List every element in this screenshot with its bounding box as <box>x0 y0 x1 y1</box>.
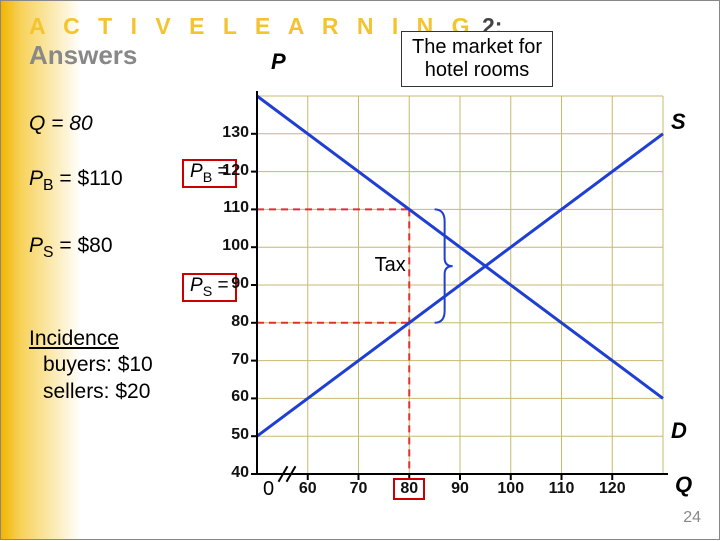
y-tick: 120 <box>217 162 249 180</box>
slide-root: A C T I V E L E A R N I N G 2: Answers P… <box>0 0 720 540</box>
x-tick: 90 <box>442 480 478 498</box>
supply-label: S <box>671 109 686 135</box>
x-tick: 100 <box>493 480 529 498</box>
chart-svg <box>1 1 720 541</box>
x-tick: 110 <box>544 480 580 498</box>
demand-label: D <box>671 418 687 444</box>
tax-label: Tax <box>375 254 406 277</box>
x-tick: 60 <box>290 480 326 498</box>
y-tick: 80 <box>217 313 249 331</box>
x-tick: 120 <box>594 480 630 498</box>
y-tick: 110 <box>217 199 249 217</box>
page-number: 24 <box>683 509 701 527</box>
y-tick: 70 <box>217 351 249 369</box>
y-tick: 60 <box>217 388 249 406</box>
y-tick: 100 <box>217 237 249 255</box>
y-tick: 40 <box>217 464 249 482</box>
origin-zero: 0 <box>263 478 274 501</box>
y-tick: 130 <box>217 124 249 142</box>
y-tick: 90 <box>217 275 249 293</box>
x-axis-label: Q <box>675 472 692 498</box>
x80-highlight-box <box>393 478 425 500</box>
y-tick: 50 <box>217 426 249 444</box>
x-tick: 70 <box>341 480 377 498</box>
